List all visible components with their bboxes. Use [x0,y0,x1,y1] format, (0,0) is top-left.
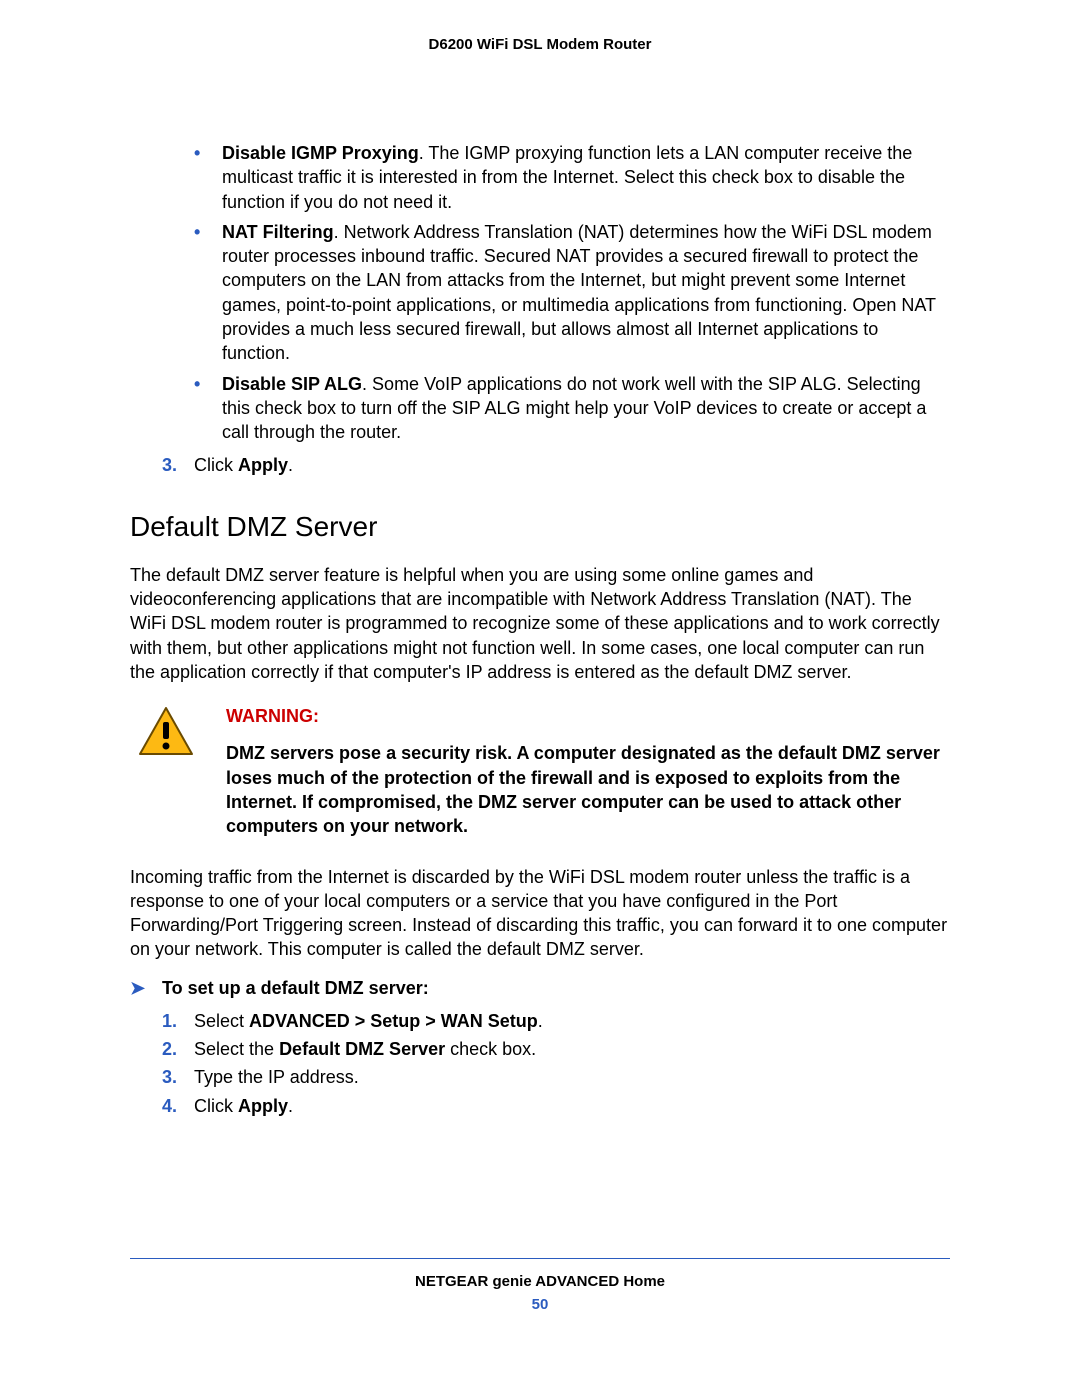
step-number: 4. [162,1094,194,1118]
warning-icon-wrap [130,706,226,838]
numbered-step: 3. Type the IP address. [162,1065,950,1089]
feature-bullet-list: • Disable IGMP Proxying. The IGMP proxyi… [194,141,950,445]
footer-divider [130,1258,950,1259]
step-text: Select ADVANCED > Setup > WAN Setup. [194,1009,950,1033]
bullet-item: • Disable IGMP Proxying. The IGMP proxyi… [194,141,950,214]
numbered-step: 1. Select ADVANCED > Setup > WAN Setup. [162,1009,950,1033]
apply-step-list: 3. Click Apply. [162,453,950,477]
numbered-step: 4. Click Apply. [162,1094,950,1118]
footer-title: NETGEAR genie ADVANCED Home [130,1273,950,1290]
warning-content: WARNING: DMZ servers pose a security ris… [226,706,950,838]
step-number: 3. [162,1065,194,1089]
bullet-text: Disable SIP ALG. Some VoIP applications … [222,372,950,445]
warning-text: DMZ servers pose a security risk. A comp… [226,741,950,838]
warning-callout: WARNING: DMZ servers pose a security ris… [130,706,950,838]
chevron-right-icon: ➤ [130,978,162,999]
procedure-steps: 1. Select ADVANCED > Setup > WAN Setup. … [162,1009,950,1118]
bullet-icon: • [194,372,222,445]
step-text: Click Apply. [194,453,950,477]
intro-paragraph: The default DMZ server feature is helpfu… [130,563,950,684]
bullet-icon: • [194,220,222,366]
step-number: 3. [162,453,194,477]
step-text: Type the IP address. [194,1065,950,1089]
warning-icon [138,706,194,756]
step-number: 2. [162,1037,194,1061]
numbered-step: 2. Select the Default DMZ Server check b… [162,1037,950,1061]
footer-page-number: 50 [130,1296,950,1313]
bullet-item: • Disable SIP ALG. Some VoIP application… [194,372,950,445]
procedure-heading: ➤ To set up a default DMZ server: [130,978,950,999]
procedure-heading-text: To set up a default DMZ server: [162,978,429,999]
bullet-text: Disable IGMP Proxying. The IGMP proxying… [222,141,950,214]
bullet-item: • NAT Filtering. Network Address Transla… [194,220,950,366]
step-number: 1. [162,1009,194,1033]
document-page: D6200 WiFi DSL Modem Router • Disable IG… [0,0,1080,1353]
step-text: Select the Default DMZ Server check box. [194,1037,950,1061]
step-text: Click Apply. [194,1094,950,1118]
doc-header-title: D6200 WiFi DSL Modem Router [130,36,950,53]
post-warning-paragraph: Incoming traffic from the Internet is di… [130,865,950,962]
numbered-step: 3. Click Apply. [162,453,950,477]
bullet-icon: • [194,141,222,214]
bullet-text: NAT Filtering. Network Address Translati… [222,220,950,366]
warning-label: WARNING: [226,706,950,727]
section-heading: Default DMZ Server [130,511,950,543]
